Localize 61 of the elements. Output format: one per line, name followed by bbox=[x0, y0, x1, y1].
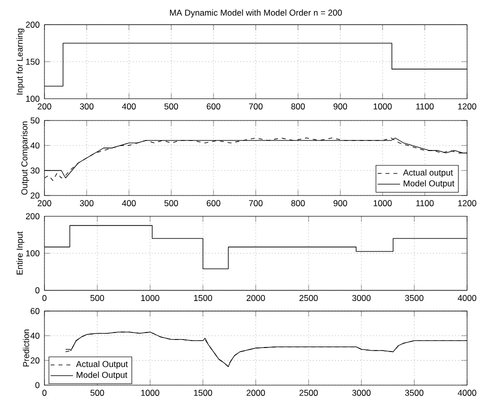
y-axis-title: Input for Learning bbox=[16, 28, 24, 94]
y-tick-label: 20 bbox=[30, 357, 40, 364]
x-tick-label: 800 bbox=[291, 103, 305, 110]
y-tick-label: 20 bbox=[30, 192, 40, 198]
x-tick-label: 3500 bbox=[405, 294, 424, 301]
x-tick-label: 1200 bbox=[458, 200, 476, 206]
x-tick-label: 800 bbox=[291, 200, 305, 206]
x-tick-label: 1500 bbox=[194, 294, 212, 301]
x-tick-label: 600 bbox=[206, 103, 220, 110]
y-tick-label: 150 bbox=[26, 58, 40, 65]
y-tick-label: 50 bbox=[30, 117, 40, 124]
y-tick-label: 60 bbox=[30, 308, 40, 314]
x-tick-label: 1000 bbox=[141, 390, 160, 396]
x-tick-label: 2500 bbox=[300, 294, 318, 301]
x-tick-label: 0 bbox=[42, 390, 46, 396]
x-tick-label: 400 bbox=[122, 200, 136, 206]
x-tick-label: 500 bbox=[164, 200, 178, 206]
x-tick-label: 900 bbox=[334, 103, 348, 110]
x-tick-label: 500 bbox=[90, 390, 104, 396]
x-tick-label: 300 bbox=[80, 103, 94, 110]
y-axis-title: Output Comparison bbox=[21, 121, 30, 195]
x-tick-label: 1100 bbox=[416, 200, 434, 206]
x-tick-label: 1000 bbox=[374, 200, 392, 206]
y-tick-label: 100 bbox=[26, 96, 40, 102]
x-tick-label: 600 bbox=[206, 200, 220, 206]
x-tick-label: 3000 bbox=[352, 390, 371, 396]
legend-label: Actual output bbox=[403, 169, 453, 178]
x-tick-label: 900 bbox=[334, 200, 348, 206]
y-axis-title: Entire Input bbox=[16, 231, 24, 274]
x-tick-label: 1200 bbox=[458, 103, 476, 110]
x-tick-label: 4000 bbox=[458, 294, 476, 301]
y-tick-label: 30 bbox=[30, 167, 40, 174]
x-tick-label: 700 bbox=[249, 200, 263, 206]
x-tick-label: 2000 bbox=[246, 294, 265, 301]
chart-title: MA Dynamic Model with Model Order n = 200 bbox=[170, 9, 342, 18]
x-tick-label: 3500 bbox=[405, 390, 424, 396]
legend-label: Actual Output bbox=[76, 360, 128, 369]
legend-label: Model Output bbox=[76, 372, 128, 380]
x-tick-label: 0 bbox=[42, 294, 46, 301]
x-tick-label: 700 bbox=[249, 103, 263, 110]
y-tick-label: 0 bbox=[35, 382, 40, 388]
y-tick-label: 200 bbox=[26, 22, 40, 28]
x-tick-label: 2500 bbox=[300, 390, 318, 396]
x-tick-label: 1100 bbox=[416, 103, 434, 110]
y-tick-label: 0 bbox=[35, 287, 40, 294]
y-tick-label: 200 bbox=[26, 213, 40, 220]
y-tick-label: 40 bbox=[30, 332, 40, 339]
x-tick-label: 1500 bbox=[194, 390, 212, 396]
x-tick-label: 500 bbox=[90, 294, 104, 301]
y-tick-label: 40 bbox=[30, 142, 40, 148]
x-tick-label: 400 bbox=[122, 103, 136, 110]
y-tick-label: 100 bbox=[26, 250, 40, 256]
x-tick-label: 500 bbox=[164, 103, 178, 110]
x-tick-label: 300 bbox=[80, 200, 94, 206]
legend-label: Model Output bbox=[404, 180, 454, 188]
x-tick-label: 4000 bbox=[458, 390, 476, 396]
x-tick-label: 3000 bbox=[352, 294, 371, 301]
x-tick-label: 2000 bbox=[246, 390, 265, 396]
y-axis-title: Prediction bbox=[22, 330, 30, 366]
x-tick-label: 1000 bbox=[374, 103, 392, 110]
x-tick-label: 1000 bbox=[141, 294, 160, 301]
